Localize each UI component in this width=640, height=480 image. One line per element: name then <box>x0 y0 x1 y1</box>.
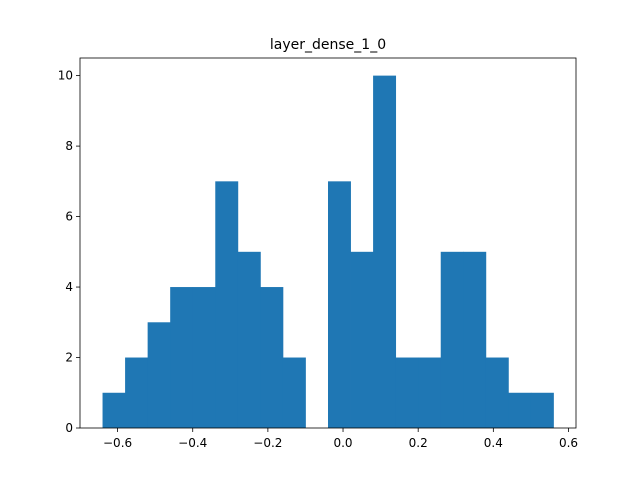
y-tick-label-4: 8 <box>65 139 73 153</box>
histogram-bar-0 <box>102 392 126 428</box>
x-tick-label-1: −0.4 <box>178 436 207 450</box>
x-tick-label-0: −0.6 <box>103 436 132 450</box>
histogram-bar-15 <box>440 251 464 428</box>
chart-title: layer_dense_1_0 <box>270 37 386 53</box>
histogram-bar-5 <box>215 181 239 428</box>
histogram-bar-17 <box>485 357 509 428</box>
x-tick-label-6: 0.6 <box>559 436 578 450</box>
histogram-bar-6 <box>237 251 261 428</box>
y-tick-label-1: 2 <box>65 351 73 365</box>
y-axis: 0 2 4 6 8 10 <box>58 69 80 435</box>
histogram-bar-18 <box>508 392 532 428</box>
x-tick-label-2: −0.2 <box>253 436 282 450</box>
axes-frame <box>79 57 577 429</box>
histogram-bar-2 <box>147 322 171 428</box>
y-tick-label-0: 0 <box>65 421 73 435</box>
x-tick-label-5: 0.4 <box>484 436 503 450</box>
histogram-bar-19 <box>530 392 554 428</box>
x-axis: −0.6 −0.4 −0.2 0.0 0.2 0.4 0.6 <box>103 428 578 450</box>
histogram-bar-8 <box>282 357 306 428</box>
histogram-bar-7 <box>260 287 284 428</box>
histogram-bar-11 <box>350 251 374 428</box>
histogram-bar-12 <box>373 75 397 428</box>
histogram-bar-3 <box>170 287 194 428</box>
y-tick-label-5: 10 <box>58 69 73 83</box>
bars-group <box>102 75 554 428</box>
histogram-bar-14 <box>418 357 442 428</box>
histogram-bar-13 <box>395 357 419 428</box>
histogram-bar-1 <box>125 357 149 428</box>
histogram-bar-16 <box>463 251 487 428</box>
y-tick-label-3: 6 <box>65 210 73 224</box>
histogram-bar-4 <box>192 287 216 428</box>
x-tick-label-4: 0.2 <box>409 436 428 450</box>
y-tick-label-2: 4 <box>65 280 73 294</box>
x-tick-label-3: 0.0 <box>333 436 352 450</box>
histogram-bar-10 <box>328 181 351 428</box>
